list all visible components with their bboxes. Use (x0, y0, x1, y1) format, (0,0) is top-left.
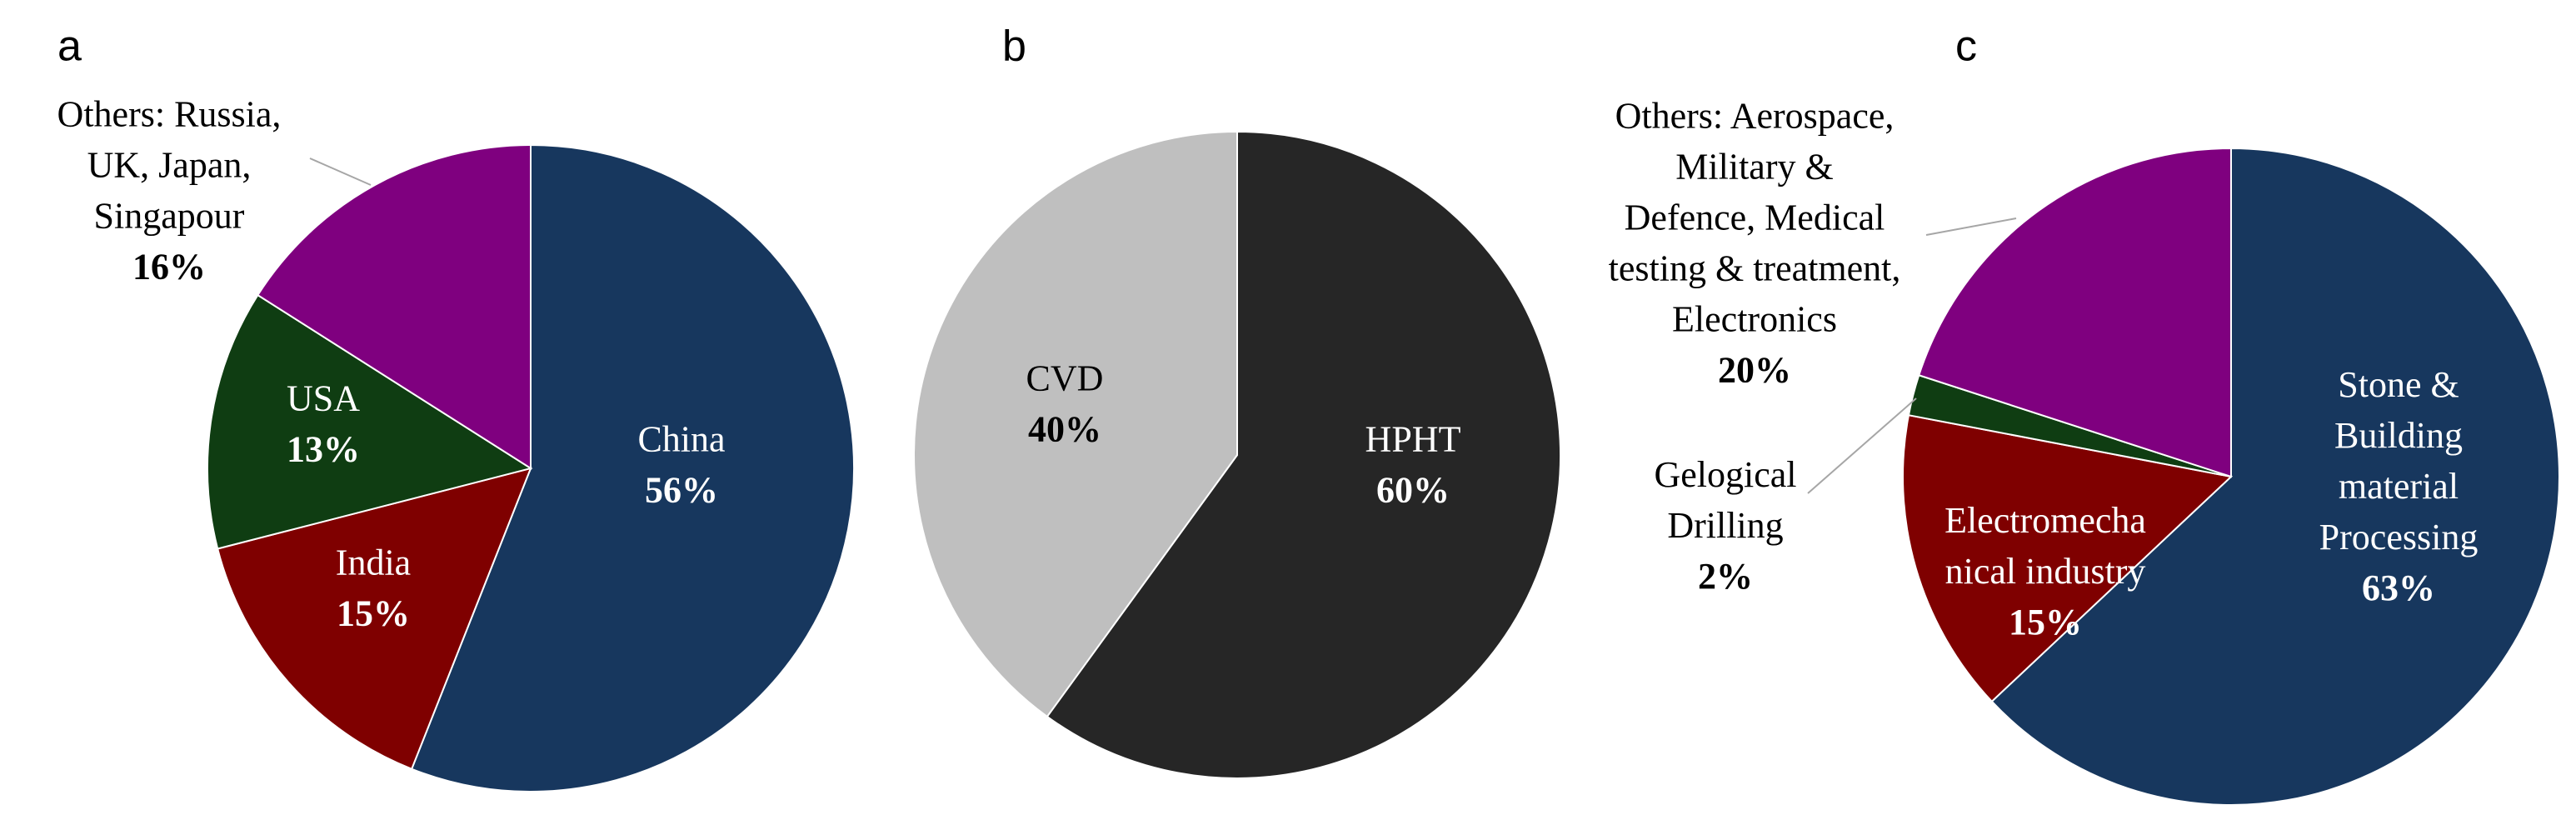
pie-slice (1902, 414, 2234, 703)
pie-slice (1918, 147, 2232, 478)
leader-line (309, 158, 372, 186)
slice-label: Gelogical Drilling (1654, 454, 1796, 546)
slice-label: CVD (1026, 358, 1104, 399)
slice-label: Others: Russia, UK, Japan, Singapour (57, 94, 282, 237)
panel-label: a (57, 22, 82, 71)
slice-label: China (637, 419, 725, 460)
pie-slice (207, 293, 533, 550)
pie-slice (913, 130, 1238, 718)
pie-slice (216, 467, 532, 771)
slice-label: Others: Aerospace, Military & Defence, Med… (1609, 96, 1901, 340)
value-label: 60% (1376, 470, 1450, 511)
value-label: 13% (287, 429, 360, 470)
slice-label: HPHT (1365, 419, 1461, 460)
pie-slice (1046, 130, 1561, 779)
value-label: 15% (337, 593, 410, 634)
slice-label: USA (287, 378, 360, 419)
pie-slice (1990, 147, 2560, 806)
pie-slice (410, 143, 855, 792)
slice-label: India (336, 542, 411, 583)
value-label: 15% (2009, 602, 2082, 642)
value-label: 40% (1028, 409, 1101, 450)
pie-slice (257, 143, 532, 470)
leader-line (1807, 398, 1917, 494)
value-label: 20% (1718, 350, 1791, 391)
slice-label: Electromecha nical industry (1944, 500, 2146, 592)
value-label: 2% (1698, 556, 1753, 597)
value-label: 56% (645, 470, 718, 511)
panel-label: b (1002, 22, 1026, 71)
leader-line (1925, 218, 2017, 236)
value-label: 16% (132, 247, 206, 288)
value-label: 63% (2362, 568, 2435, 608)
panel-label: c (1955, 22, 1977, 71)
slice-label: Stone & Building material Processing (2319, 364, 2479, 558)
